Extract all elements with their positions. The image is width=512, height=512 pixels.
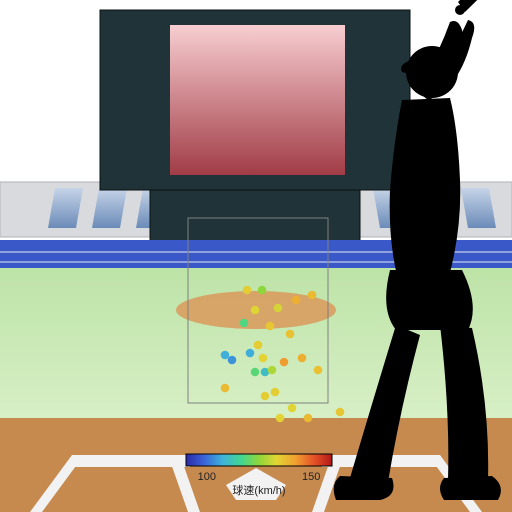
speed-legend-bar xyxy=(186,454,332,466)
pitch-point xyxy=(221,384,230,393)
pitch-point xyxy=(258,286,267,295)
pitch-point xyxy=(280,358,289,367)
pitch-point xyxy=(308,291,317,300)
pitch-point xyxy=(268,366,277,375)
pitch-point xyxy=(292,296,301,305)
pitch-point xyxy=(336,408,345,417)
pitch-point xyxy=(254,341,263,350)
legend-tick: 100 xyxy=(198,471,216,483)
legend-label: 球速(km/h) xyxy=(232,483,285,497)
pitch-point xyxy=(261,392,270,401)
legend-tick: 150 xyxy=(302,471,320,483)
pitch-point xyxy=(246,349,255,358)
pitch-point xyxy=(276,414,285,423)
pitch-point xyxy=(304,414,313,423)
pitch-point xyxy=(240,319,249,328)
pitch-point xyxy=(288,404,297,413)
pitch-point xyxy=(314,366,323,375)
pitch-point xyxy=(228,356,237,365)
pitch-point xyxy=(271,388,280,397)
pitch-point xyxy=(266,322,275,331)
pitch-point xyxy=(251,306,260,315)
pitch-point xyxy=(251,368,260,377)
pitch-location-chart: 100 150 球速(km/h) xyxy=(0,0,512,512)
pitch-point xyxy=(259,354,268,363)
pitch-point xyxy=(274,304,283,313)
scoreboard-screen xyxy=(170,25,345,175)
pitch-point xyxy=(243,286,252,295)
pitch-point xyxy=(221,351,230,360)
pitch-point xyxy=(286,330,295,339)
chart-svg: 100 150 球速(km/h) xyxy=(0,0,512,512)
pitch-point xyxy=(298,354,307,363)
